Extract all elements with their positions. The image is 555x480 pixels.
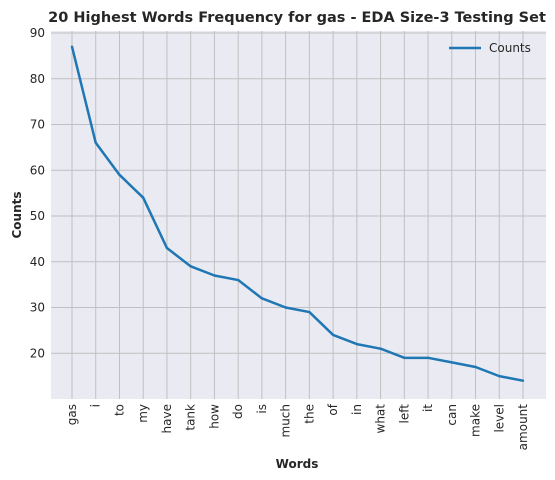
data-point [355,342,359,346]
data-point [403,356,406,360]
data-point [450,361,453,364]
x-axis-label: Words [276,457,319,471]
data-point [331,333,335,337]
y-tick-label: 80 [30,72,45,86]
x-tick-label: how [207,404,221,429]
data-point [94,141,97,144]
y-tick-label: 50 [30,209,45,223]
x-tick-label: much [279,404,293,438]
plot-area [51,31,546,399]
data-point [379,347,382,350]
series-line-counts [70,46,524,382]
x-tick-label: of [326,403,340,415]
x-tick-label: i [89,404,103,407]
x-tick-label: level [492,404,506,433]
x-tick-label: have [160,404,174,433]
x-tick-label: left [397,404,411,424]
x-tick-label: what [374,404,388,434]
data-point [236,278,240,282]
legend: Counts [449,41,531,55]
legend-label: Counts [489,41,531,55]
x-tick-label: do [231,404,245,419]
y-tick-label: 90 [30,26,45,40]
data-point [118,173,121,177]
x-tick-label: to [112,404,126,416]
data-point [308,310,311,314]
x-tick-label: can [445,404,459,426]
y-tick-label: 20 [30,346,45,360]
data-point [165,246,169,250]
y-tick-label: 40 [30,255,45,269]
x-tick-label: it [421,404,435,412]
y-tick-label: 30 [30,301,45,315]
y-axis-label: Counts [10,191,24,238]
data-point [474,365,477,369]
x-tick-label: make [469,404,483,437]
data-point [142,196,145,199]
data-point [70,45,74,48]
x-axis-ticks: gas i to my have tank how do is much the of in what le… [65,403,530,450]
y-axis-ticks: 20 30 40 50 60 70 80 90 [30,26,45,360]
x-tick-label: in [350,404,364,415]
grid-lines [51,31,546,399]
x-tick-label: my [136,404,150,423]
y-tick-label: 60 [30,163,45,177]
x-tick-label: amount [516,404,530,451]
data-point [284,306,287,309]
y-tick-label: 70 [30,118,45,132]
chart-title: 20 Highest Words Frequency for gas - EDA… [48,10,546,26]
series-layer [70,45,525,382]
data-point [260,297,264,300]
data-point [213,274,216,277]
x-tick-label: tank [184,404,198,431]
data-point [498,374,501,378]
x-tick-label: gas [65,404,79,425]
data-point [189,265,192,268]
x-tick-label: is [255,404,269,414]
x-tick-label: the [302,404,316,424]
data-point [521,379,525,382]
data-point [426,356,430,360]
